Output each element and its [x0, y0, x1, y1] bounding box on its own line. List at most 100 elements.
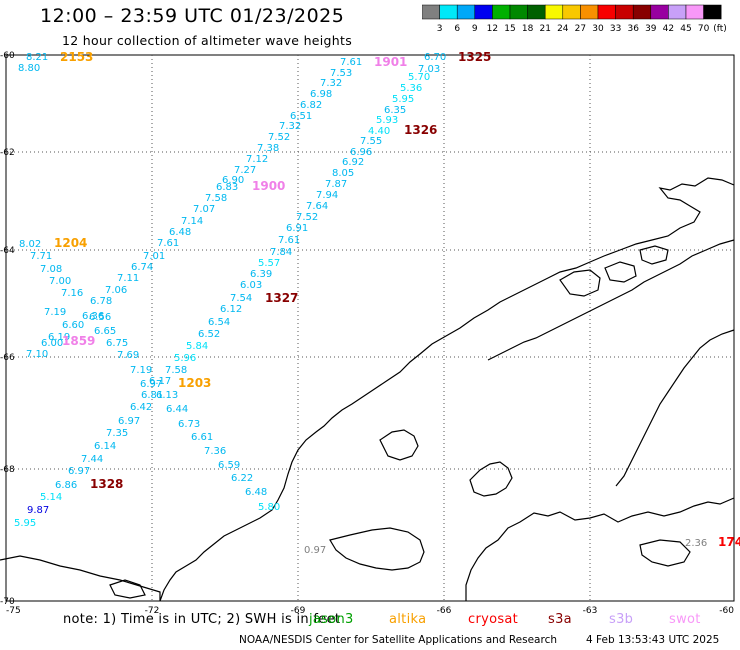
- wave-height-value: 7.36: [204, 446, 226, 457]
- latitude-label: -60: [0, 51, 15, 61]
- wave-height-value: 6.74: [131, 262, 153, 273]
- wave-height-value: 6.00: [41, 338, 63, 349]
- wave-height-value: 7.06: [105, 285, 127, 296]
- longitude-label: -63: [583, 606, 598, 616]
- wave-height-value: 6.90: [222, 175, 244, 186]
- wave-height-value: 7.54: [230, 293, 252, 304]
- wave-height-value: 8.02: [19, 239, 41, 250]
- map-subtitle: 12 hour collection of altimeter wave hei…: [62, 33, 353, 48]
- longitude-label: -69: [291, 606, 306, 616]
- wave-height-value: 7.61: [278, 235, 300, 246]
- wave-height-value: 6.35: [384, 105, 406, 116]
- latitude-label: -62: [0, 148, 15, 158]
- colorbar-tick-label: 45: [680, 24, 691, 34]
- footer-credit: NOAA/NESDIS Center for Satellite Applica…: [239, 634, 557, 646]
- colorbar-tick-label: 18: [522, 24, 534, 34]
- wave-height-value: 6.12: [220, 304, 242, 315]
- wave-height-colorbar: 3 6 9 12 15 18 21 24 27 30 33 36 39 42 45 70 (ft): [422, 4, 727, 34]
- wave-height-value: 6.44: [166, 404, 188, 415]
- wave-height-value: 6.81: [141, 390, 163, 401]
- colorbar-tick-label: 70: [698, 24, 710, 34]
- wave-height-value: 5.84: [186, 341, 208, 352]
- colorbar-tick-label: 42: [663, 24, 674, 34]
- pass-time-label: 1327: [265, 291, 298, 305]
- wave-height-value: 6.92: [342, 157, 364, 168]
- pass-time-label: 1900: [252, 179, 285, 193]
- antarctic-peninsula-coastline: [0, 177, 735, 602]
- pass-time-label: 174: [718, 535, 740, 549]
- pass-time-label: 1328: [90, 477, 123, 491]
- pass-time-label: 1325: [458, 50, 491, 64]
- pass-time-label: 1203: [178, 376, 211, 390]
- wave-height-value: 6.03: [240, 280, 262, 291]
- wave-height-value: 7.19: [130, 365, 152, 376]
- wave-height-value: 5.80: [258, 502, 280, 513]
- wave-height-value: 7.32: [320, 78, 342, 89]
- wave-height-value: 7.55: [360, 136, 382, 147]
- map-frame: [5, 54, 735, 602]
- wave-height-value: 7.69: [117, 350, 139, 361]
- wave-height-value: 7.71: [30, 251, 52, 262]
- latitude-label: -64: [0, 246, 15, 256]
- wave-height-value: 7.27: [234, 165, 256, 176]
- wave-height-value: 6.78: [90, 296, 112, 307]
- wave-height-value: 7.58: [165, 365, 187, 376]
- wave-height-value: 6.97: [68, 466, 90, 477]
- wave-height-value: 7.52: [268, 132, 290, 143]
- wave-height-value: 6.60: [62, 320, 84, 331]
- longitude-label: -66: [437, 606, 452, 616]
- legend-swot: swot: [669, 612, 701, 627]
- wave-height-value: 7.08: [40, 264, 62, 275]
- pass-time-label: 1859: [62, 334, 95, 348]
- wave-height-value: 7.87: [325, 179, 347, 190]
- wave-height-value: 5.95: [392, 94, 414, 105]
- wave-height-value: 8.05: [332, 168, 354, 179]
- wave-height-value: 7.53: [330, 68, 352, 79]
- wave-height-value: 5.70: [408, 72, 430, 83]
- longitude-label: -75: [6, 606, 21, 616]
- wave-height-value: 7.64: [306, 201, 328, 212]
- wave-height-value: 7.12: [246, 154, 268, 165]
- wave-height-value: 6.42: [130, 402, 152, 413]
- wave-height-value: 2.36: [685, 538, 707, 549]
- wave-height-value: 7.10: [26, 349, 48, 360]
- legend-altika: altika: [389, 612, 427, 627]
- wave-height-value: 6.52: [198, 329, 220, 340]
- wave-height-value: 6.65: [94, 326, 116, 337]
- colorbar-tick-label: 36: [627, 24, 639, 34]
- wave-height-value: 4.40: [368, 126, 390, 137]
- wave-height-value: 6.86: [55, 480, 77, 491]
- wave-height-value: 5.93: [376, 115, 398, 126]
- wave-height-value: 7.61: [340, 57, 362, 68]
- colorbar-swatch: [703, 4, 722, 20]
- colorbar-tick-label: 27: [575, 24, 586, 34]
- colorbar-tick-label: 6: [454, 24, 460, 34]
- legend-note: note: 1) Time is in UTC; 2) SWH is in fe…: [63, 612, 341, 627]
- wave-height-value: 6.39: [250, 269, 272, 280]
- longitude-label: -60: [719, 606, 734, 616]
- pass-time-labels: 2153 1901 1325 1326 1900 1204 1327 1859 1203 1328…: [54, 50, 740, 549]
- wave-height-value: 7.07: [193, 204, 215, 215]
- wave-height-value: 6.97: [118, 416, 140, 427]
- colorbar-tick-label: 30: [592, 24, 604, 34]
- wave-height-value: 6.51: [290, 111, 312, 122]
- wave-height-value: 7.11: [117, 273, 139, 284]
- legend-cryosat: cryosat: [468, 612, 519, 627]
- wave-height-value: 6.13: [156, 390, 178, 401]
- wave-height-value: 5.14: [40, 492, 62, 503]
- wave-height-value: 5.36: [400, 83, 422, 94]
- wave-height-value: 7.14: [181, 216, 203, 227]
- wave-height-value: 5.95: [14, 518, 36, 529]
- graticule-grid: [6, 55, 734, 601]
- wave-height-value: 8.21: [26, 52, 48, 63]
- wave-height-value: 6.59: [218, 460, 240, 471]
- latitude-label: -68: [0, 465, 15, 475]
- wave-height-value: 6.56: [89, 312, 111, 323]
- colorbar-tick-label: 12: [487, 24, 498, 34]
- wave-height-value: 5.57: [258, 258, 280, 269]
- wave-height-value: 7.00: [49, 276, 71, 287]
- wave-height-value: 6.91: [286, 223, 308, 234]
- latitude-label: -70: [0, 597, 15, 607]
- wave-height-value: 6.98: [310, 89, 332, 100]
- wave-height-value: 7.38: [257, 143, 279, 154]
